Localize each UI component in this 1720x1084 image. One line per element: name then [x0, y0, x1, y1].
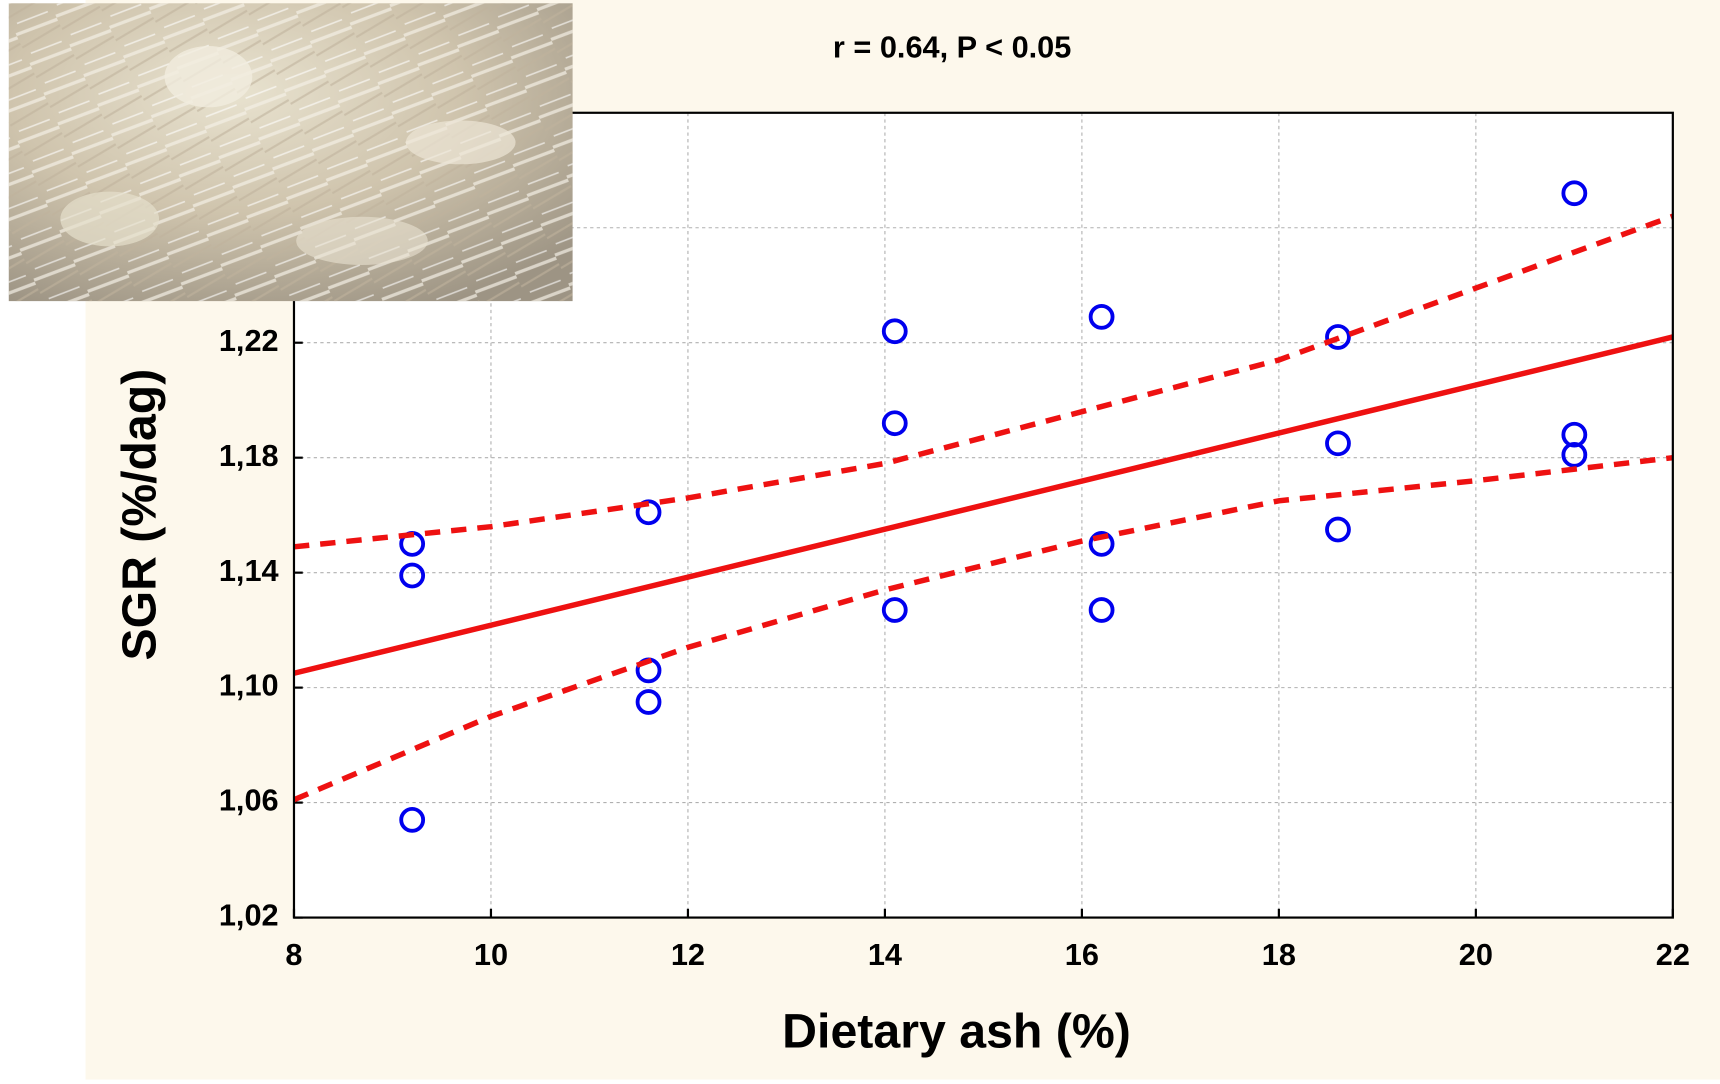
- x-tick-label: 20: [1459, 937, 1493, 972]
- confidence-band: [292, 454, 1674, 803]
- y-tick-label: 1,14: [219, 553, 279, 588]
- data-point: [1325, 324, 1351, 350]
- regression-line: [293, 334, 1674, 676]
- x-tick-label: 18: [1262, 937, 1296, 972]
- data-point: [881, 410, 908, 437]
- data-point: [1088, 531, 1115, 557]
- plot-frame: [292, 111, 1674, 919]
- y-axis-label: SGR (%/dag): [112, 369, 166, 661]
- data-point: [635, 499, 662, 526]
- y-tick-label: 1,06: [219, 783, 279, 818]
- y-tick-label: 1,18: [219, 438, 279, 473]
- data-point: [1088, 597, 1115, 623]
- x-axis-label: Dietary ash (%): [782, 1004, 1131, 1058]
- data-point: [1088, 303, 1115, 330]
- y-tick-label: 1,02: [219, 898, 279, 933]
- data-point: [399, 806, 426, 833]
- x-tick-label: 12: [671, 937, 705, 972]
- data-point: [881, 597, 908, 623]
- data-point: [399, 562, 426, 589]
- x-tick-label: 8: [285, 937, 302, 972]
- data-point: [881, 318, 908, 345]
- y-tick-label: 1,10: [219, 668, 279, 703]
- x-tick-label: 16: [1065, 937, 1099, 972]
- x-tick-label: 14: [868, 937, 902, 972]
- data-point: [635, 689, 662, 715]
- data-point: [1325, 430, 1351, 457]
- data-point: [1325, 516, 1351, 543]
- data-point: [1561, 441, 1588, 468]
- x-tick-label: 10: [474, 937, 508, 972]
- photo: [8, 3, 573, 302]
- data-point: [1561, 180, 1588, 207]
- x-tick-label: 22: [1656, 937, 1690, 972]
- chart-title: r = 0.64, P < 0.05: [833, 29, 1071, 64]
- confidence-band: [293, 213, 1674, 550]
- y-tick-label: 1,22: [219, 323, 279, 358]
